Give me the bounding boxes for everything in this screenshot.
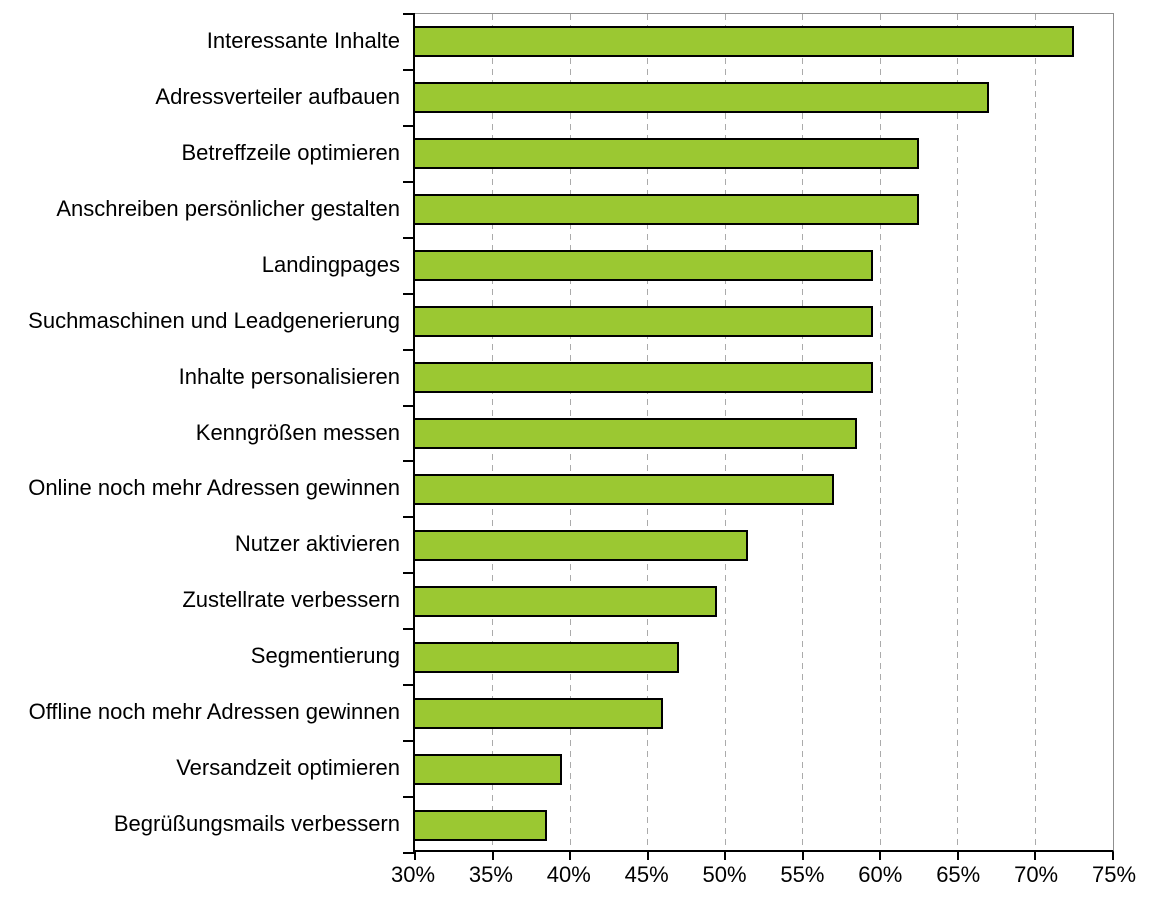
category-label: Online noch mehr Adressen gewinnen [28, 475, 400, 501]
category-label: Suchmaschinen und Leadgenerierung [28, 307, 400, 333]
x-tick-label: 50% [702, 862, 747, 887]
category-axis-tick [403, 572, 415, 575]
category-label: Kenngrößen messen [195, 419, 400, 445]
x-tick-label: 55% [780, 862, 825, 887]
category-axis-tick [403, 460, 415, 463]
value-axis-tick [1112, 852, 1114, 860]
bar [415, 138, 920, 170]
bar [415, 26, 1075, 58]
bar [415, 82, 989, 114]
x-tick-label: 70% [1014, 862, 1059, 887]
category-axis-tick [403, 348, 415, 351]
value-axis-labels: 30% 35% 40% 45% 50% 55% 60% 65% 70% 75% [391, 862, 1136, 892]
bar [415, 529, 749, 561]
value-axis-tick [724, 852, 727, 860]
plot-area [403, 13, 1114, 860]
category-axis-tick [403, 628, 415, 631]
bar [415, 362, 873, 394]
category-axis-labels: Interessante Inhalte Adressverteiler aufb… [0, 13, 400, 852]
category-axis-tick [403, 180, 415, 183]
category-label: Begrüßungsmails verbessern [113, 810, 400, 836]
category-axis-tick [403, 404, 415, 407]
category-label: Adressverteiler aufbauen [155, 83, 400, 109]
category-label: Segmentierung [250, 643, 400, 669]
category-label: Landingpages [261, 251, 400, 277]
category-axis-tick [403, 236, 415, 239]
gridline [879, 14, 881, 850]
category-axis-tick [403, 13, 415, 15]
bar [415, 306, 873, 338]
category-label: Nutzer aktivieren [234, 531, 400, 557]
category-label: Anschreiben persönlicher gestalten [56, 195, 400, 221]
category-label: Inhalte personalisieren [178, 363, 400, 389]
x-tick-label: 60% [858, 862, 903, 887]
gridline [957, 14, 959, 850]
value-axis-tick [801, 852, 804, 860]
x-tick-label: 45% [624, 862, 669, 887]
category-axis-tick [403, 516, 415, 519]
x-tick-label: 40% [546, 862, 591, 887]
category-axis-tick [403, 124, 415, 127]
value-axis-tick [569, 852, 572, 860]
category-axis-tick [403, 852, 415, 854]
category-label: Interessante Inhalte [206, 27, 400, 53]
category-axis-tick [403, 684, 415, 687]
bar [415, 418, 858, 449]
category-axis-tick [403, 796, 415, 799]
category-label: Zustellrate verbessern [182, 587, 400, 613]
bar [415, 250, 873, 282]
bar [415, 473, 834, 505]
bar [415, 585, 718, 617]
bar [415, 194, 920, 226]
value-axis-tick [956, 852, 959, 860]
value-axis-tick [414, 852, 416, 860]
category-label: Versandzeit optimieren [176, 755, 400, 780]
category-axis-tick [403, 292, 415, 295]
value-axis-tick [1034, 852, 1037, 860]
x-tick-label: 35% [468, 862, 513, 887]
x-tick-label: 30% [390, 862, 436, 887]
bar [415, 697, 664, 729]
value-axis-tick [879, 852, 882, 860]
category-axis-tick [403, 740, 415, 743]
gridline [1034, 14, 1036, 850]
x-tick-label: 75% [1091, 862, 1137, 887]
x-tick-label: 65% [936, 862, 981, 887]
category-label: Betreffzeile optimieren [181, 139, 401, 165]
bar [415, 753, 563, 785]
value-axis-tick [646, 852, 649, 860]
bar [415, 809, 547, 841]
category-axis-tick [403, 68, 415, 71]
bar [415, 641, 679, 673]
value-axis-tick [491, 852, 494, 860]
category-label: Offline noch mehr Adressen gewinnen [28, 699, 400, 725]
